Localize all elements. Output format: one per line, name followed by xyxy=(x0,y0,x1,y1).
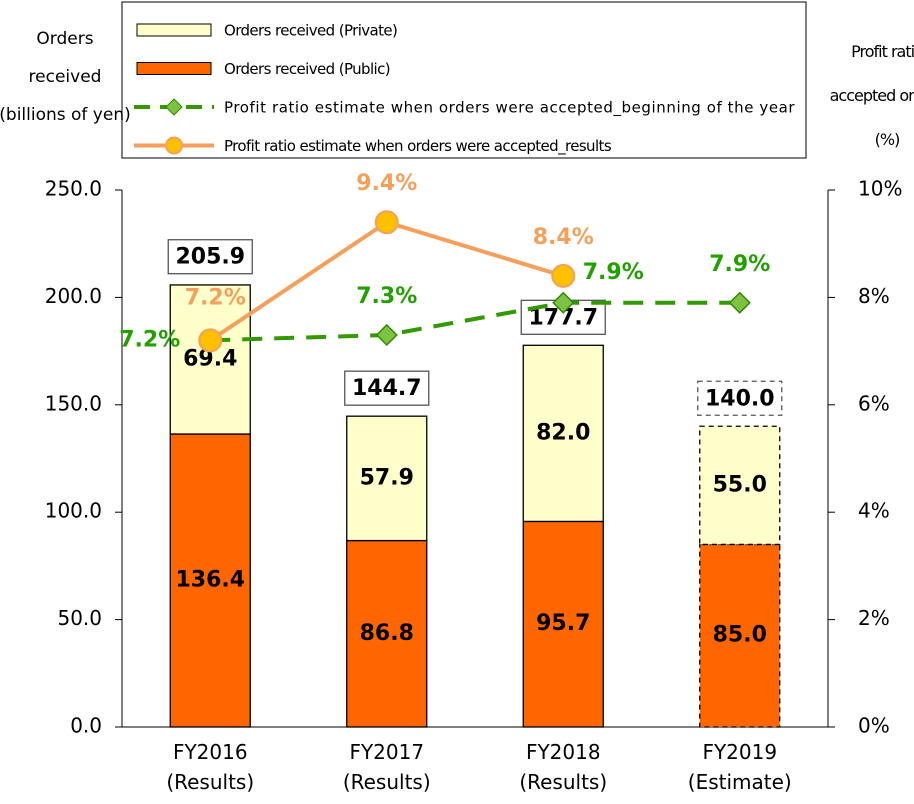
bar xyxy=(522,344,604,523)
total-label: 144.7 xyxy=(352,376,422,401)
data-label: 86.8 xyxy=(360,621,414,646)
bar xyxy=(522,520,604,728)
x-tick-label: FY2018 (Results) xyxy=(519,740,608,794)
marker xyxy=(728,291,751,314)
y2-axis-label: Profit ratio accepted orders (%) xyxy=(829,42,914,149)
total-box xyxy=(167,239,253,275)
legend-label: Profit ratio estimate when orders were a… xyxy=(224,99,795,118)
y2-tick-label: 10% xyxy=(858,177,902,201)
y-tick-label: 50.0 xyxy=(57,606,102,630)
line xyxy=(209,220,564,343)
data-label: 9.4% xyxy=(356,171,417,196)
bar xyxy=(346,415,428,542)
legend-label: Profit ratio estimate when orders were a… xyxy=(224,137,612,156)
y-tick-label: 150.0 xyxy=(45,391,102,415)
legend-label: Orders received (Private) xyxy=(224,22,397,40)
legend-swatch xyxy=(136,23,212,37)
y2-tick-label: 8% xyxy=(858,284,890,308)
marker xyxy=(374,210,399,235)
y2-tick-label: 0% xyxy=(858,714,890,738)
y-axis-label: Orders received (billions of yen) xyxy=(0,29,131,125)
y-tick-label: 250.0 xyxy=(45,177,102,201)
data-label: 57.9 xyxy=(360,465,414,490)
y2-tick-label: 6% xyxy=(858,391,890,415)
data-label: 95.7 xyxy=(536,611,590,636)
y-tick-label: 200.0 xyxy=(45,284,102,308)
total-box xyxy=(344,370,430,406)
data-label: 82.0 xyxy=(536,420,590,445)
data-label: 7.9% xyxy=(583,260,644,285)
line xyxy=(210,300,740,343)
x-tick-label: FY2019 (Estimate) xyxy=(687,740,792,794)
marker xyxy=(198,328,223,353)
legend-marker xyxy=(165,98,183,116)
x-tick-label: FY2016 (Results) xyxy=(166,740,255,794)
marker xyxy=(551,263,576,288)
bar xyxy=(699,425,781,546)
data-label: 7.2% xyxy=(119,327,180,352)
data-label: 136.4 xyxy=(175,568,245,593)
data-label: 8.4% xyxy=(533,225,594,250)
bar xyxy=(699,543,781,728)
y2-tick-label: 2% xyxy=(858,606,890,630)
marker xyxy=(552,291,575,314)
legend-marker xyxy=(165,136,183,155)
total-box xyxy=(697,380,783,416)
data-label: 7.3% xyxy=(356,284,417,309)
legend-label: Orders received (Public) xyxy=(224,60,390,78)
data-label: 55.0 xyxy=(713,472,767,497)
data-label: 7.9% xyxy=(709,252,770,277)
y-tick-label: 0.0 xyxy=(70,714,102,738)
total-label: 205.9 xyxy=(175,245,245,270)
y-tick-label: 100.0 xyxy=(45,499,102,523)
y2-tick-label: 4% xyxy=(858,499,890,523)
bar xyxy=(169,433,251,728)
legend-swatch xyxy=(136,62,212,75)
x-tick-label: FY2017 (Results) xyxy=(342,740,431,794)
legend-box xyxy=(121,1,807,159)
bar xyxy=(169,284,251,435)
data-label: 7.2% xyxy=(185,285,246,310)
marker xyxy=(375,323,398,347)
total-label: 140.0 xyxy=(705,386,775,411)
data-label: 85.0 xyxy=(713,623,767,648)
